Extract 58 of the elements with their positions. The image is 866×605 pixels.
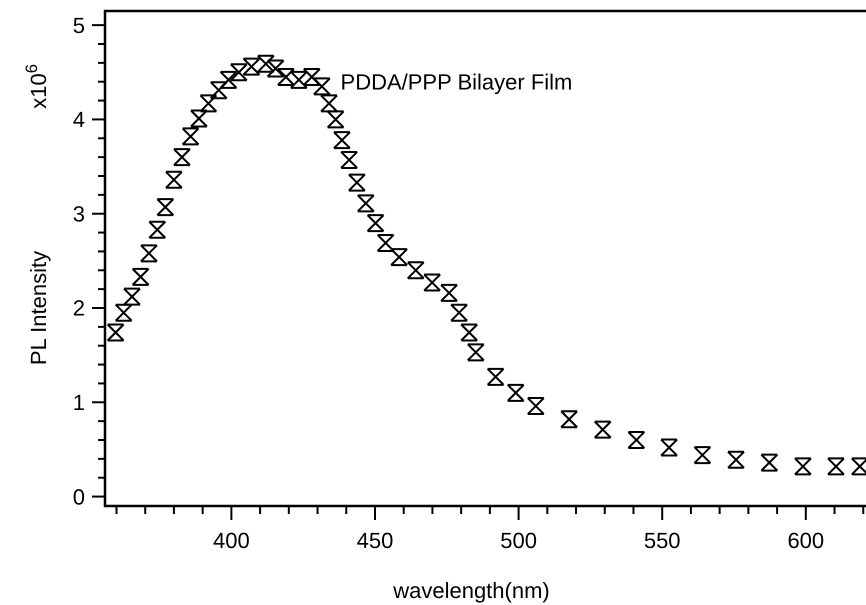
y-axis-title: PL Intensity: [26, 250, 51, 366]
point: [356, 194, 375, 212]
point: [148, 220, 166, 239]
point: [172, 148, 191, 166]
point: [794, 457, 812, 476]
point: [460, 324, 478, 342]
point: [660, 438, 678, 457]
point: [156, 198, 174, 216]
point: [182, 127, 200, 146]
y-tick-label: 2: [72, 296, 85, 321]
x-axis-title: wavelength(nm): [392, 578, 550, 603]
point: [190, 109, 208, 128]
point: [326, 110, 345, 128]
point: [256, 54, 275, 73]
point: [210, 81, 228, 100]
point: [164, 170, 183, 189]
point: [727, 450, 746, 469]
point: [486, 368, 505, 386]
point: [230, 63, 248, 82]
point: [693, 446, 712, 464]
point: [302, 68, 321, 86]
point: [506, 384, 525, 402]
point: [332, 131, 351, 150]
point: [760, 454, 778, 472]
point: [348, 174, 366, 192]
point: [594, 420, 612, 439]
point: [114, 304, 133, 322]
point: [312, 77, 331, 96]
point: [366, 214, 385, 232]
point: [340, 150, 358, 169]
point: [466, 343, 485, 362]
point: [560, 410, 578, 428]
point: [290, 70, 308, 89]
point: [627, 431, 646, 449]
point: [320, 94, 338, 112]
point: [199, 94, 218, 112]
point: [132, 268, 150, 286]
point: [526, 397, 545, 416]
y-tick-label: 0: [72, 484, 85, 510]
y-tick-label: 1: [72, 390, 85, 415]
x-tick-label: 600: [787, 528, 824, 553]
point: [266, 60, 285, 78]
y-tick-label: 3: [72, 201, 85, 226]
x-tick-label: 500: [500, 528, 537, 553]
point: [276, 68, 295, 86]
point: [826, 457, 845, 476]
point: [220, 70, 238, 89]
y-tick-label: 4: [72, 107, 85, 132]
x-tick-label: 550: [644, 528, 681, 553]
x-tick-label: 400: [213, 528, 250, 553]
x-tick-label: 450: [356, 528, 394, 553]
point: [242, 58, 260, 76]
point: [140, 244, 158, 262]
point: [123, 288, 141, 306]
y-tick-label: 5: [72, 12, 85, 38]
point: [440, 284, 458, 302]
series-label: PDDA/PPP Bilayer Film: [340, 70, 572, 95]
point: [450, 304, 468, 322]
